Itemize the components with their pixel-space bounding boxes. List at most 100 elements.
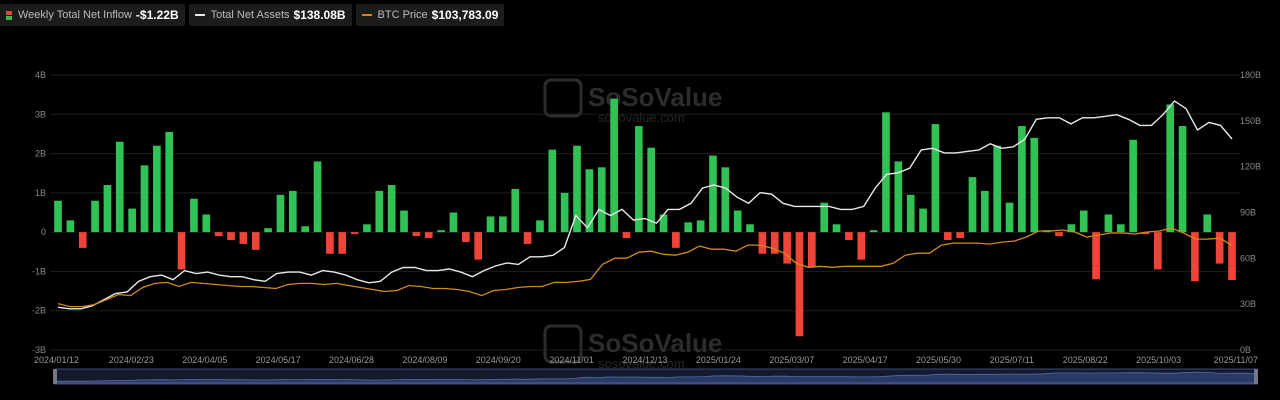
inflow-bar [375,190,384,233]
inflow-bar [474,232,482,260]
navigator-left-handle[interactable] [53,369,57,384]
inflow-bar [461,232,470,242]
inflow-bar [832,224,841,233]
inflow-bar [511,188,520,233]
legend-inflow-value: -$1.22B [135,8,179,22]
x-tick-label: 2024/01/12 [34,355,79,365]
inflow-bar [783,232,791,264]
inflow-bar [943,232,952,240]
inflow-bar [894,161,903,233]
btc-price-line [57,227,1233,308]
inflow-bar [622,232,631,239]
inflow-bar [845,232,853,240]
inflow-bar [634,126,643,233]
left-tick-label: -2B [32,306,46,316]
inflow-bar [733,210,742,233]
left-axis: 4B 3B 2B 1B 0 -1B -2B -3B [32,70,46,355]
x-tick-label: 2024/12/13 [622,355,667,365]
inflow-bar [993,145,1002,233]
left-tick-label: -3B [32,345,46,355]
inflow-bar [66,220,75,233]
right-tick-label: 90B [1240,208,1256,218]
inflow-bar [560,192,569,233]
inflow-bar [301,226,309,233]
inflow-bar [758,232,767,254]
inflow-bar [288,190,297,233]
x-tick-label: 2025/11/07 [1214,355,1258,365]
inflow-bar [103,185,112,233]
right-tick-label: 0B [1240,345,1251,355]
inflow-bar [931,124,940,233]
inflow-bar [585,169,594,233]
x-tick-label: 2025/03/07 [769,355,814,365]
right-tick-label: 150B [1240,116,1261,126]
legend-item-btc[interactable]: BTC Price $103,783.09 [355,4,505,26]
inflow-bar [1104,214,1113,233]
inflow-bar [882,112,890,233]
inflow-bar [1018,126,1026,233]
inflow-bar [1141,232,1150,235]
legend-assets-label: Total Net Assets [210,9,290,21]
inflow-bar [1215,232,1224,264]
right-tick-label: 60B [1240,253,1256,263]
inflow-bar [1116,224,1125,233]
watermark-brand: SoSoValue [588,328,722,358]
watermark-url: sosovalue.com [598,356,685,371]
left-tick-label: -1B [32,266,46,276]
legend-inflow-label: Weekly Total Net Inflow [18,9,132,21]
legend-btc-value: $103,783.09 [431,8,499,22]
inflow-bar [54,200,62,233]
inflow-bar [573,145,581,233]
x-tick-label: 2025/01/24 [696,355,741,365]
inflow-bar [968,177,977,233]
x-tick-label: 2024/09/20 [476,355,521,365]
inflow-bars [54,98,1236,337]
x-tick-label: 2025/10/03 [1136,355,1181,365]
logo-icon [543,78,583,118]
inflow-bar [313,161,322,233]
inflow-bar [338,232,347,254]
right-tick-label: 30B [1240,299,1256,309]
watermark-url: sosovalue.com [598,110,685,125]
inflow-bar [696,220,705,233]
inflow-bar [857,232,866,260]
legend-item-assets[interactable]: Total Net Assets $138.08B [188,4,352,26]
navigator-area [55,371,1257,384]
x-tick-label: 2024/06/28 [329,355,374,365]
inflow-bar [869,230,878,233]
x-tick-label: 2024/05/17 [256,355,301,365]
left-tick-label: 3B [35,109,46,119]
legend-item-inflow[interactable]: Weekly Total Net Inflow -$1.22B [0,4,185,26]
inflow-bar [1067,224,1076,233]
inflow-bar [770,232,779,254]
inflow-bar [523,232,532,244]
legend-assets-value: $138.08B [293,8,346,22]
inflow-bar [449,212,458,233]
inflow-bar [128,208,136,233]
navigator-right-handle[interactable] [1254,369,1258,384]
inflow-bar [363,224,371,233]
x-tick-label: 2025/08/22 [1063,355,1108,365]
inflow-bar [684,222,693,233]
total-net-assets-line [57,100,1233,310]
inflow-bar [486,216,495,233]
inflow-bar [820,202,829,233]
x-tick-label: 2025/07/11 [990,355,1034,365]
inflow-bar [214,232,223,237]
inflow-bar [91,200,99,233]
inflow-bar [251,232,260,250]
inflow-bar [140,165,149,233]
bar-swatch-icon [6,10,12,20]
inflow-bar [165,131,174,233]
right-tick-label: 180B [1240,70,1261,80]
inflow-bar [499,216,507,233]
inflow-bar [536,220,544,233]
line-swatch-icon [361,14,372,16]
right-axis: 180B 150B 120B 90B 60B 30B 0B [1240,70,1261,355]
inflow-bar [264,228,272,233]
inflow-bar [1005,202,1014,233]
x-tick-label: 2024/02/23 [109,355,154,365]
inflow-bar [956,232,964,239]
range-navigator[interactable] [53,368,1258,385]
